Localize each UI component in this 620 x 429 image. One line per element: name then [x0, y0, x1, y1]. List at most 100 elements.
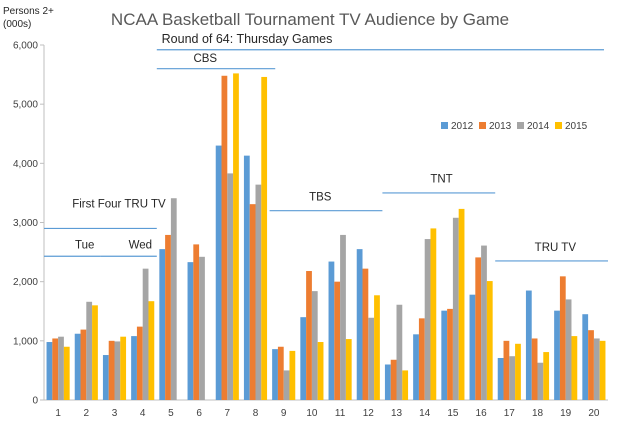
- x-tick-label: 3: [112, 408, 118, 419]
- bar-2013-game-7: [221, 75, 228, 401]
- bar-2012-game-1: [46, 342, 53, 400]
- bar-2014-game-19: [565, 299, 572, 400]
- bar-2013-game-19: [559, 276, 566, 400]
- bar-2013-game-8: [249, 204, 256, 400]
- bar-2015-game-15: [458, 208, 465, 400]
- x-tick-label: 20: [588, 408, 600, 419]
- network-label: TRU TV: [535, 242, 577, 254]
- x-tick-label: 11: [335, 408, 346, 419]
- x-tick-label: 17: [504, 408, 516, 419]
- network-label: Tue: [75, 240, 94, 252]
- chart-title: NCAA Basketball Tournament TV Audience b…: [111, 10, 509, 29]
- y-tick-label: 4,000: [13, 159, 38, 170]
- bar-2012-game-3: [102, 355, 109, 400]
- bar-2013-game-18: [531, 338, 538, 400]
- bar-2013-game-4: [136, 326, 143, 400]
- bar-2012-game-17: [497, 357, 504, 400]
- bar-2012-game-8: [243, 155, 250, 400]
- bar-2012-game-2: [74, 333, 81, 400]
- bar-2013-game-10: [306, 271, 312, 400]
- bar-2014-game-12: [368, 317, 375, 400]
- x-tick-label: 8: [253, 408, 259, 419]
- y-tick-label: 5,000: [13, 100, 38, 111]
- bar-2014-game-15: [452, 217, 459, 400]
- bar-2014-game-11: [340, 234, 346, 400]
- bar-2012-game-16: [469, 294, 476, 400]
- bar-2014-game-6: [199, 256, 205, 400]
- bar-2013-game-1: [52, 338, 59, 400]
- bar-2013-game-2: [80, 329, 87, 400]
- bar-2014-game-20: [593, 338, 600, 400]
- bar-2014-game-2: [86, 301, 93, 400]
- x-tick-label: 15: [447, 408, 459, 419]
- bar-2015-game-2: [92, 305, 98, 400]
- legend-swatch-2014: [517, 122, 524, 129]
- y-tick-label: 2,000: [13, 277, 38, 288]
- bar-2015-game-19: [571, 336, 578, 400]
- bar-2013-game-9: [277, 346, 284, 400]
- x-tick-label: 7: [225, 408, 231, 419]
- bar-2014-game-1: [58, 336, 64, 400]
- bar-2015-game-10: [317, 342, 324, 400]
- bar-2013-game-3: [108, 340, 115, 400]
- x-tick-label: 4: [140, 408, 146, 419]
- bar-2015-game-18: [543, 352, 550, 400]
- bar-2013-game-12: [362, 268, 369, 400]
- legend-label-2014: 2014: [527, 121, 550, 132]
- bar-2014-game-10: [311, 291, 318, 400]
- bar-2013-game-13: [390, 359, 397, 400]
- bar-2013-game-17: [503, 340, 510, 400]
- bar-2012-game-6: [187, 262, 194, 400]
- y-axis-label-line2: (000s): [3, 19, 31, 30]
- bar-2015-game-11: [345, 339, 352, 400]
- x-tick-label: 10: [306, 408, 318, 419]
- network-label: Wed: [129, 240, 152, 252]
- bar-2014-game-13: [396, 304, 403, 400]
- bar-2015-game-3: [120, 336, 127, 400]
- bar-2012-game-7: [215, 145, 222, 400]
- bar-2015-game-8: [261, 76, 268, 400]
- network-label: TBS: [309, 192, 332, 204]
- y-tick-label: 0: [32, 396, 38, 407]
- network-label: First Four TRU TV: [72, 199, 166, 211]
- bar-2013-game-14: [418, 318, 425, 400]
- bar-2012-game-15: [441, 310, 448, 400]
- bar-2015-game-16: [486, 281, 493, 400]
- bar-2012-game-5: [159, 249, 166, 400]
- bar-2013-game-6: [193, 244, 200, 400]
- bar-2012-game-11: [328, 261, 335, 400]
- y-tick-label: 1,000: [13, 336, 38, 347]
- bar-2013-game-15: [447, 308, 453, 400]
- bar-2014-game-7: [227, 173, 234, 400]
- bar-2015-game-9: [289, 350, 296, 400]
- bar-2014-game-8: [255, 184, 262, 400]
- x-tick-label: 18: [532, 408, 544, 419]
- network-label: TNT: [430, 173, 452, 185]
- chart-subtitle: Round of 64: Thursday Games: [162, 32, 333, 46]
- bar-2015-game-20: [599, 340, 606, 400]
- x-tick-label: 16: [476, 408, 488, 419]
- x-tick-label: 6: [196, 408, 202, 419]
- bar-2014-game-16: [481, 245, 487, 400]
- bar-2014-game-4: [142, 268, 149, 400]
- bar-2014-game-5: [170, 198, 177, 400]
- bar-2012-game-4: [131, 336, 137, 400]
- bar-2012-game-12: [356, 249, 363, 400]
- bar-2013-game-11: [334, 281, 341, 400]
- bar-2015-game-1: [63, 346, 70, 400]
- bar-2015-game-17: [515, 343, 521, 400]
- bar-2015-game-12: [374, 295, 380, 400]
- bar-2015-game-13: [402, 370, 409, 400]
- bar-2012-game-13: [384, 364, 391, 400]
- network-label: CBS: [193, 53, 217, 65]
- x-tick-label: 9: [281, 408, 287, 419]
- y-tick-label: 3,000: [13, 218, 38, 229]
- bar-2015-game-7: [233, 73, 239, 401]
- bar-2012-game-20: [582, 314, 589, 400]
- y-axis-label-line1: Persons 2+: [3, 6, 54, 17]
- bar-2014-game-3: [114, 341, 121, 400]
- bar-2013-game-16: [475, 257, 482, 400]
- bar-2012-game-19: [554, 310, 560, 400]
- legend-label-2015: 2015: [565, 121, 588, 132]
